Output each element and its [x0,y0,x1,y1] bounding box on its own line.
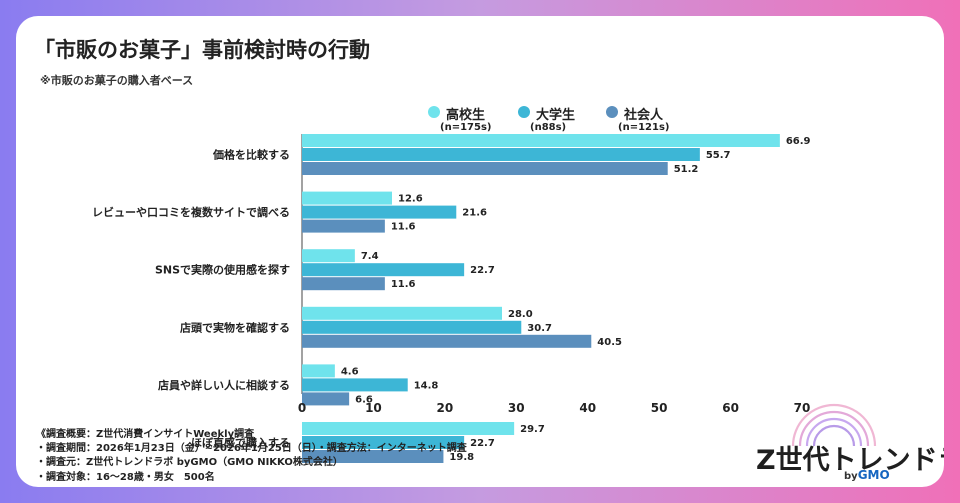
logo-by-text: by [844,471,858,482]
bar-university [302,205,457,219]
bar-university [302,263,465,277]
data-label: 11.6 [391,222,416,233]
data-label: 6.6 [355,394,373,405]
data-label: 7.4 [361,251,379,262]
logo-text: Z世代トレンドラボ [756,445,944,476]
bar-worker [302,219,385,233]
data-label: 51.2 [674,164,699,175]
data-label: 12.6 [398,194,423,205]
legend-count: (n=175s) [440,122,492,133]
note-line: ・調査対象：16〜28歳・男女 500名 [36,471,215,483]
legend-count: (n=121s) [618,122,670,133]
signal-waves-icon [791,403,877,447]
survey-notes: 《調査概要：Z世代消費インサイトWeekly調査 ・調査期間：2026年1月23… [36,428,467,485]
x-tick-label: 70 [794,401,811,415]
x-tick-label: 20 [437,401,454,415]
x-tick-label: 10 [365,401,382,415]
data-label: 4.6 [341,366,359,377]
page-title: 「市販のお菓子」事前検討時の行動 [34,38,370,62]
data-label: 55.7 [706,150,731,161]
legend-label: 社会人 [624,108,664,123]
data-label: 30.7 [527,323,552,334]
x-tick-label: 50 [651,401,668,415]
bar-chart: 価格を比較する 66.9 55.7 51.2 レビューや口コミを複数サイトで調べる 12.… [92,134,811,463]
data-label: 22.7 [470,438,495,449]
bar-university [302,378,408,392]
data-label: 40.5 [597,337,622,348]
note-line: ・調査元：Z世代トレンドラボ byGMO（GMO NIKKO株式会社） [36,457,343,469]
category-label: 店員や詳しい人に相談する [158,378,290,392]
data-label: 22.7 [470,265,495,276]
x-tick-label: 40 [579,401,596,415]
legend-label: 大学生 [536,108,576,123]
bar-worker [302,277,385,291]
x-tick-label: 0 [298,401,306,415]
bar-high-school [302,364,335,378]
data-label: 21.6 [462,208,487,219]
data-label: 11.6 [391,279,416,290]
category-label: レビューや口コミを複数サイトで調べる [92,205,290,219]
data-label: 19.8 [449,452,474,463]
bar-worker [302,334,592,348]
subtitle: ※市販のお菓子の購入者ベース [40,74,194,87]
bar-worker [302,162,668,175]
category-label: 価格を比較する [212,148,290,162]
logo-by: byGMO [844,468,890,482]
data-label: 29.7 [520,424,545,435]
legend-dot-worker [606,106,618,118]
x-tick-label: 60 [722,401,739,415]
legend-dot-high-school [428,106,440,118]
category-label: 店頭で実物を確認する [180,320,290,334]
card: 「市販のお菓子」事前検討時の行動 ※市販のお菓子の購入者ベース 高校生 (n=1… [16,16,944,487]
bar-high-school [302,134,780,147]
bar-high-school [302,422,515,435]
category-label: SNSで実際の使用感を探す [155,263,290,277]
note-line: 《調査概要：Z世代消費インサイトWeekly調査 [36,429,255,440]
bar-high-school [302,191,392,205]
data-label: 66.9 [786,136,811,147]
brand-logo: Z世代トレンドラボ byGMO [716,396,944,482]
bar-high-school [302,306,502,320]
legend-label: 高校生 [446,108,486,123]
bar-high-school [302,249,355,263]
bar-worker [302,392,350,406]
note-line: ・調査期間：2026年1月23日（金）~2026年1月25日（日）・調査方法：イ… [36,443,467,455]
legend-dot-university [518,106,530,118]
bar-university [302,320,522,334]
category-label: ほぼ直感で購入する [191,436,290,450]
legend-count: (n88s) [530,122,567,133]
bar-worker [302,450,444,463]
gmo-logo-text: GMO [857,468,890,482]
data-label: 28.0 [508,309,533,320]
bar-university [302,148,700,161]
x-tick-label: 30 [508,401,525,415]
bar-university [302,436,465,449]
data-label: 14.8 [414,380,439,391]
